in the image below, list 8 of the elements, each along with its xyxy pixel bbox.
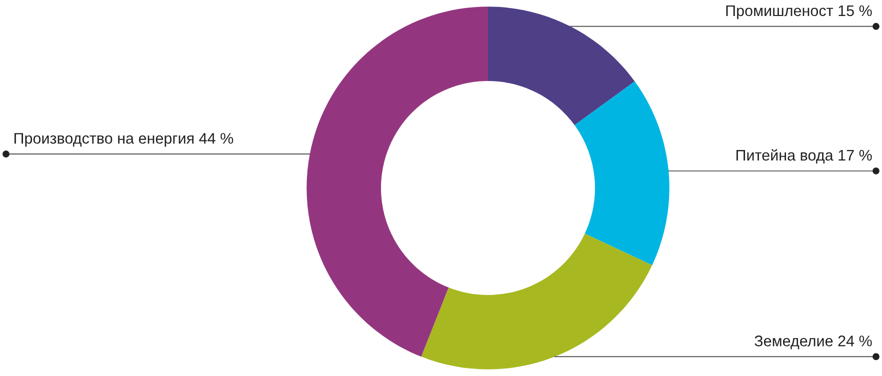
- slice-label: Земеделие 24 %: [754, 336, 872, 350]
- donut-slice: [574, 81, 670, 266]
- slice-label: Промишленост 15 %: [726, 5, 872, 20]
- slice-label: Производство на енергия 44 %: [14, 132, 234, 147]
- donut-slice: [488, 6, 635, 126]
- donut-slice: [421, 234, 652, 370]
- donut-slice: [306, 6, 488, 357]
- slice-label: Питейна вода 17 %: [736, 149, 872, 164]
